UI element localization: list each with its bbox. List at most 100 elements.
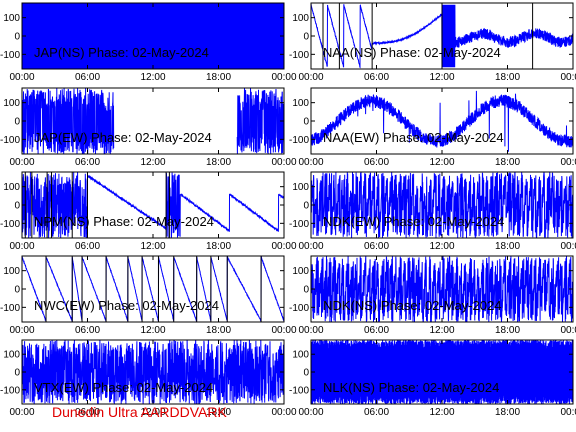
x-tick-label: 18:00: [495, 241, 520, 252]
y-tick-label: 100: [3, 266, 20, 277]
x-tick-label: 00:00: [271, 407, 296, 418]
x-tick-label: 06:00: [364, 407, 389, 418]
panel-1: 100 0 -100 00:00 06:00 12:00 18:00 00:00 JAP(NS)…: [0, 2, 297, 83]
panel-label: NAA(EW) Phase: 02-May-2024: [323, 130, 504, 145]
y-tick-label: 100: [292, 266, 309, 277]
x-tick-label: 00:00: [9, 241, 34, 252]
x-tick-label: 00:00: [298, 325, 323, 336]
panel-label: NDK(EW) Phase: 02-May-2024: [323, 214, 504, 229]
x-tick-label: 00:00: [560, 325, 576, 336]
phase-trace: [22, 88, 284, 154]
y-tick-label: 0: [14, 32, 20, 43]
x-tick-label: 00:00: [9, 72, 34, 83]
panel-3: 100 0 -100 00:00 06:00 12:00 18:00 00:00 JAP(EW)…: [0, 87, 297, 168]
x-tick-label: 18:00: [206, 157, 231, 168]
panel-2: 100 0 -100 00:00 06:00 12:00 18:00 00:00 NAA(NS)…: [289, 2, 576, 83]
x-tick-label: 00:00: [9, 325, 34, 336]
phase-trace: [311, 90, 573, 152]
panel-4: 100 0 -100 00:00 06:00 12:00 18:00 00:00 NAA(EW)…: [289, 87, 576, 168]
x-tick-label: 00:00: [9, 157, 34, 168]
y-tick-label: -100: [289, 385, 309, 396]
x-tick-label: 12:00: [429, 157, 454, 168]
y-tick-label: -100: [289, 135, 309, 146]
x-tick-label: 00:00: [9, 407, 34, 418]
panel-8: 100 0 -100 00:00 06:00 12:00 18:00 00:00 NDK(NS)…: [289, 255, 576, 336]
x-tick-label: 18:00: [206, 407, 231, 418]
panel-label: JAP(NS) Phase: 02-May-2024: [34, 45, 209, 60]
panel-label: NPM(NS) Phase: 02-May-2024: [34, 214, 214, 229]
y-tick-label: -100: [289, 303, 309, 314]
panel-7: 100 0 -100 00:00 06:00 12:00 18:00 00:00 NWC(EW)…: [0, 255, 297, 336]
y-tick-label: 0: [14, 201, 20, 212]
footer-credit: Dunedin Ultra AARDDVARK: [52, 404, 227, 420]
x-tick-label: 06:00: [75, 72, 100, 83]
panel-10: 100 0 -100 00:00 06:00 12:00 18:00 00:00 NLK(NS)…: [289, 339, 576, 418]
panel-label: NWC(EW) Phase: 02-May-2024: [34, 298, 219, 313]
y-tick-label: 0: [303, 201, 309, 212]
y-tick-label: 0: [14, 285, 20, 296]
y-tick-label: 100: [3, 182, 20, 193]
y-tick-label: -100: [289, 50, 309, 61]
y-tick-label: 0: [303, 285, 309, 296]
x-tick-label: 06:00: [364, 325, 389, 336]
x-tick-label: 06:00: [75, 407, 100, 418]
y-tick-label: 0: [303, 32, 309, 43]
x-tick-label: 06:00: [75, 325, 100, 336]
x-tick-label: 00:00: [560, 157, 576, 168]
x-tick-label: 06:00: [364, 241, 389, 252]
y-tick-label: 100: [292, 98, 309, 109]
panel-label: NLK(NS) Phase: 02-May-2024: [323, 380, 499, 395]
x-tick-label: 00:00: [298, 407, 323, 418]
x-tick-label: 00:00: [298, 157, 323, 168]
y-tick-label: -100: [289, 219, 309, 230]
phase-trace: [22, 172, 284, 238]
y-tick-label: 100: [3, 13, 20, 24]
y-tick-label: -100: [0, 303, 20, 314]
x-tick-label: 12:00: [140, 241, 165, 252]
x-tick-label: 18:00: [495, 72, 520, 83]
panel-label: NAA(NS) Phase: 02-May-2024: [323, 45, 501, 60]
panel-6: 100 0 -100 00:00 06:00 12:00 18:00 00:00 NDK(EW)…: [289, 171, 576, 252]
panel-9: 100 0 -100 00:00 06:00 12:00 18:00 00:00 VTX(EW)…: [0, 339, 297, 418]
panel-label: VTX(EW) Phase: 02-May-2024: [34, 380, 213, 395]
y-tick-label: 0: [303, 117, 309, 128]
x-tick-label: 00:00: [560, 241, 576, 252]
y-tick-label: 100: [3, 350, 20, 361]
panel-label: NDK(NS) Phase: 02-May-2024: [323, 298, 501, 313]
x-tick-label: 12:00: [140, 407, 165, 418]
y-tick-label: 100: [292, 182, 309, 193]
x-tick-label: 06:00: [364, 157, 389, 168]
x-tick-label: 00:00: [271, 241, 296, 252]
x-tick-label: 00:00: [271, 72, 296, 83]
panel-5: 100 0 -100 00:00 06:00 12:00 18:00 00:00 NPM(NS)…: [0, 171, 297, 252]
x-tick-label: 12:00: [140, 72, 165, 83]
phase-trace: [22, 340, 284, 404]
y-tick-label: 0: [303, 368, 309, 379]
x-tick-label: 12:00: [429, 241, 454, 252]
x-tick-label: 12:00: [140, 157, 165, 168]
x-tick-label: 12:00: [429, 72, 454, 83]
x-tick-label: 06:00: [75, 241, 100, 252]
x-tick-label: 00:00: [298, 72, 323, 83]
x-tick-label: 00:00: [298, 241, 323, 252]
x-tick-label: 00:00: [560, 407, 576, 418]
y-tick-label: -100: [0, 50, 20, 61]
phase-trace: [22, 256, 284, 322]
phase-trace: [311, 256, 573, 322]
y-tick-label: 0: [14, 368, 20, 379]
phase-trace: [311, 340, 573, 404]
x-tick-label: 12:00: [429, 407, 454, 418]
y-tick-label: -100: [0, 135, 20, 146]
y-tick-label: 100: [292, 13, 309, 24]
y-tick-label: 100: [292, 350, 309, 361]
x-tick-label: 06:00: [75, 157, 100, 168]
x-tick-label: 12:00: [140, 325, 165, 336]
y-tick-label: -100: [0, 385, 20, 396]
x-tick-label: 18:00: [206, 325, 231, 336]
x-tick-label: 18:00: [495, 325, 520, 336]
y-tick-label: 0: [14, 117, 20, 128]
x-tick-label: 18:00: [206, 241, 231, 252]
y-tick-label: 100: [3, 98, 20, 109]
x-tick-label: 00:00: [271, 157, 296, 168]
